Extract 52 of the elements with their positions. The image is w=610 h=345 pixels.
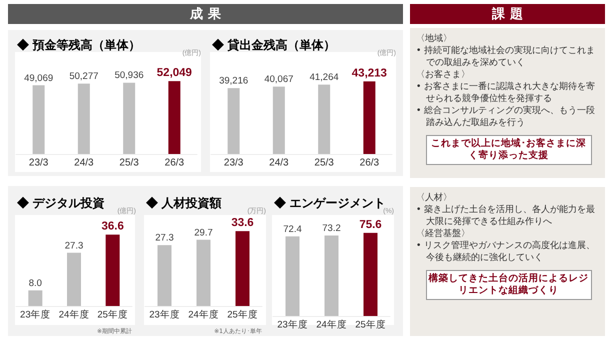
data-label: 27.3 (155, 232, 174, 244)
text: • 持続可能な地域社会の実現に向けてこれまでの取組みを深めていく (416, 45, 596, 69)
x-tick-label: 25年度 (355, 318, 386, 330)
x-tick-label: 25/3 (119, 158, 140, 168)
text: 構築してきた土台の活用によるレジリエントな組織づくり (426, 270, 592, 300)
x-tick-label: 24/3 (74, 158, 94, 168)
x-tick-label: 26/3 (164, 158, 185, 168)
text: 〈地域〉 (416, 33, 453, 45)
x-tick-label: 24/3 (269, 158, 290, 168)
data-label: 39,216 (219, 76, 248, 87)
text: 〈経営基盤〉 (416, 228, 471, 240)
x-tick-label: 24年度 (188, 308, 219, 320)
x-tick-label: 24年度 (58, 308, 90, 320)
text: 〈人材〉 (416, 192, 453, 204)
chart-title: ◆ 貸出金残高（単体） (212, 38, 336, 52)
text: • 築き上げた土台を活用し、各人が能力を最大限に発揮できる仕組み作りへ (416, 204, 596, 228)
data-label: 50,277 (69, 71, 98, 82)
text: • お客さまに一番に認識され大きな期待を寄せられる競争優位性を発揮する (416, 81, 596, 105)
chart-title: ◆ 預金等残高（単体） (17, 38, 140, 52)
data-label: 72.4 (283, 224, 302, 235)
data-label: 75.6 (359, 218, 382, 231)
chart-title: ◆ デジタル投資 (17, 196, 104, 210)
text: 課 題 (410, 4, 605, 24)
data-label: 43,213 (352, 67, 387, 80)
x-tick-label: 25/3 (314, 158, 334, 168)
x-tick-label: 23年度 (20, 308, 51, 320)
x-tick-label: 24年度 (316, 318, 347, 330)
chart-title: ◆ エンゲージメント (274, 196, 386, 210)
x-tick-label: 23/3 (28, 158, 49, 168)
data-label: 49,069 (24, 72, 54, 84)
data-label: 41,264 (310, 72, 339, 84)
x-tick-label: 23年度 (149, 308, 180, 320)
text: これまで以上に地域･お客さまに深く寄り添った支援 (426, 135, 592, 165)
x-tick-label: 23/3 (224, 158, 244, 168)
data-label: 50,936 (114, 70, 144, 82)
x-tick-label: 25年度 (227, 308, 258, 320)
data-label: 8.0 (28, 278, 42, 289)
data-label: 52,049 (156, 67, 192, 80)
data-label: 27.3 (64, 240, 84, 252)
data-label: 36.6 (101, 220, 124, 233)
text: • リスク管理やガバナンスの高度化は進展、今後も継続的に強化していく (416, 240, 596, 264)
text: 成 果 (8, 4, 403, 24)
data-label: 73.2 (322, 222, 341, 234)
x-tick-label: 23年度 (277, 318, 308, 330)
x-tick-label: 26/3 (360, 158, 380, 168)
chart-title: ◆ 人材投資額 (146, 196, 222, 210)
text: 〈お客さま〉 (416, 69, 471, 81)
data-label: 29.7 (194, 227, 213, 238)
text: • 総合コンサルティングの実現へ、もう一段踏み込んだ取組みを行う (416, 105, 596, 129)
x-tick-label: 25年度 (97, 308, 128, 320)
data-label: 40,067 (264, 74, 294, 86)
data-label: 33.6 (231, 217, 254, 230)
